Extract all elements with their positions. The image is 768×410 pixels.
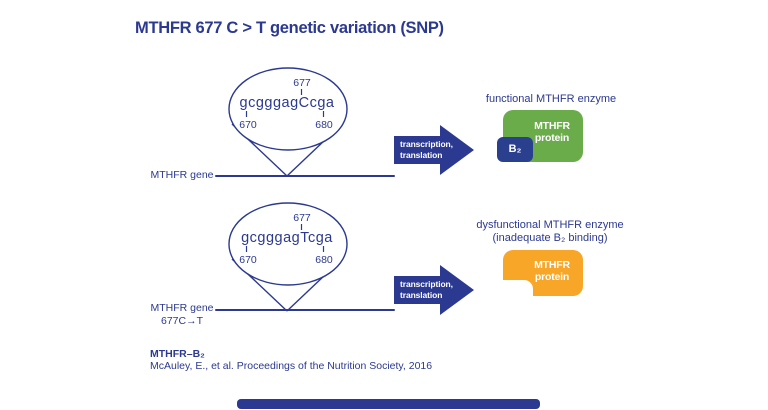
bottom-scrollbar[interactable]: [237, 399, 540, 409]
protein-label-line1: MTHFR: [534, 259, 570, 271]
result-title-dysfunctional: dysfunctional MTHFR enzyme (inadequate B…: [460, 219, 640, 244]
arrow-right-icon: [394, 125, 474, 175]
gene-mutation-label: 677C→T: [160, 314, 203, 327]
footer-source-label: MTHFR–B₂: [150, 348, 205, 360]
b2-cofactor-chip: B₂: [497, 137, 533, 162]
sequence-balloon-variant: 677 gcgggagTcga 670 680: [228, 202, 348, 312]
gene-label-variant: MTHFR gene 677C→T: [150, 302, 214, 327]
arrow-label-line1: transcription,: [400, 139, 453, 149]
gene-label: MTHFR gene: [150, 169, 214, 181]
position-670-label: 670: [239, 119, 257, 131]
position-677-label: 677: [293, 77, 311, 89]
gene-line: [215, 309, 395, 311]
protein-label: MTHFR protein: [524, 120, 580, 144]
footer-citation: McAuley, E., et al. Proceedings of the N…: [150, 360, 433, 372]
result-title-line2: (inadequate B₂ binding): [492, 231, 608, 244]
position-670-label: 670: [239, 254, 257, 266]
gene-line: [215, 175, 395, 177]
position-680-label: 680: [315, 254, 333, 266]
arrow-label-line2: translation: [400, 149, 443, 160]
arrow-label: transcription, translation: [400, 139, 472, 160]
protein-box-dysfunctional: MTHFR protein: [503, 250, 583, 296]
protein-label-line2: protein: [534, 270, 570, 283]
arrow-label: transcription, translation: [400, 279, 472, 300]
arrow-label-line2: translation: [400, 289, 443, 300]
sequence-text: gcgggagTcga: [241, 230, 333, 246]
protein-label: MTHFR protein: [524, 259, 580, 283]
balloon-ellipse: [228, 202, 348, 286]
b2-binding-notch: [503, 280, 533, 296]
sequence-balloon-normal: 677 gcgggagCcga 670 680: [228, 67, 348, 177]
position-677-label: 677: [293, 212, 311, 224]
arrow-label-line1: transcription,: [400, 279, 453, 289]
result-title-functional: functional MTHFR enzyme: [485, 93, 617, 105]
protein-box-functional: MTHFR protein: [503, 110, 583, 162]
position-680-label: 680: [315, 119, 333, 131]
result-title-line1: dysfunctional MTHFR enzyme: [476, 219, 624, 231]
sequence-text: gcgggagCcga: [240, 95, 335, 111]
balloon-ellipse: [228, 67, 348, 151]
page-title: MTHFR 677 C > T genetic variation (SNP): [135, 19, 444, 37]
gene-label: MTHFR gene: [150, 302, 214, 314]
protein-label-line1: MTHFR: [534, 120, 570, 132]
arrow-right-icon: [394, 265, 474, 315]
protein-label-line2: protein: [534, 131, 570, 144]
